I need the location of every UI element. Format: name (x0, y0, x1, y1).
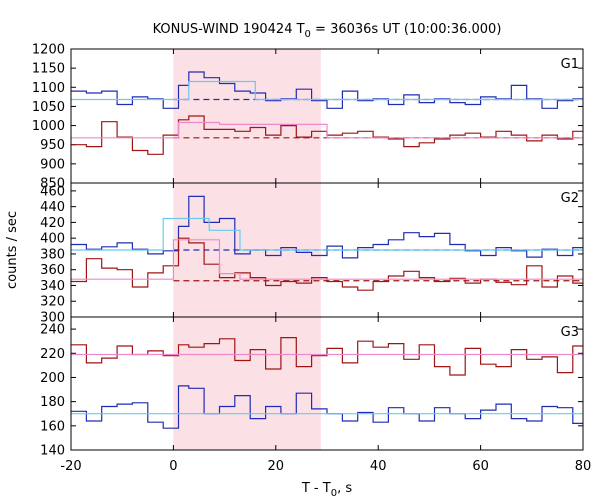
g1-frame (70, 48, 584, 184)
chart-title-subscript: 0 (305, 29, 311, 40)
g1-y-tick-label: 1150 (32, 62, 65, 77)
g1-blue-step-series (71, 71, 583, 109)
g3-panel-label: G3 (561, 325, 579, 340)
g2-lightblue-step-series (71, 217, 583, 251)
g2-y-tick-label: 440 (40, 200, 65, 215)
x-tick-label: 60 (472, 459, 489, 474)
g2-y-tick-label: 340 (40, 279, 65, 294)
g1-y-tick-label: 1000 (32, 119, 65, 134)
g2-y-tick-label: 300 (40, 311, 65, 326)
x-tick-label: 0 (169, 459, 177, 474)
g3-y-tick-label: 200 (40, 371, 65, 386)
g2-y-tick-label: 420 (40, 216, 65, 231)
chart-title-main: KONUS-WIND 190424 T (153, 22, 305, 37)
g3-red-step-series (71, 337, 583, 376)
x-tick-label: -20 (60, 459, 81, 474)
g3-frame (70, 316, 584, 451)
g3-y-tick-label: 220 (40, 347, 65, 362)
x-tick-label: 80 (575, 459, 592, 474)
g3-blue-step-series (71, 385, 583, 429)
x-axis-label-rest: , s (337, 481, 352, 496)
x-axis-label-main: T - T (301, 481, 331, 496)
y-axis-label: counts / sec (5, 211, 20, 289)
g1-pink-step-series (71, 121, 583, 139)
g3-y-tick-label: 140 (40, 444, 65, 459)
g1-y-tick-label: 950 (40, 138, 65, 153)
g3-y-tick-label: 160 (40, 419, 65, 434)
g2-blue-step-series (71, 195, 583, 259)
x-tick-label: 40 (370, 459, 387, 474)
g2-y-tick-label: 380 (40, 247, 65, 262)
x-axis-label-subscript: 0 (331, 488, 337, 499)
g3-y-tick-label: 240 (40, 323, 65, 338)
g2-y-tick-label: 320 (40, 295, 65, 310)
g1-y-tick-label: 1050 (32, 100, 65, 115)
g1-y-tick-label: 900 (40, 157, 65, 172)
g1-y-tick-label: 1200 (32, 43, 65, 58)
x-tick-label: 20 (268, 459, 285, 474)
g1-y-tick-label: 1100 (32, 81, 65, 96)
chart-title: KONUS-WIND 190424 T0 = 36036s UT (10:00:… (153, 22, 502, 40)
g2-y-tick-label: 460 (40, 184, 65, 199)
g1-panel-label: G1 (561, 57, 579, 72)
g2-y-tick-label: 400 (40, 232, 65, 247)
g2-pink-step-series (71, 239, 583, 280)
chart-title-rest: = 36036s UT (10:00:36.000) (311, 22, 501, 37)
panel-g3: 140 160 180 200 220 240 G3 (40, 316, 584, 459)
g1-lightblue-step-series (71, 80, 583, 101)
plot-area: 850 900 950 1000 1050 1100 1150 1200 G1 300320340… (32, 43, 591, 475)
x-axis-label: T - T0, s (301, 481, 352, 499)
g1-y-tick-label: 850 (40, 177, 65, 192)
g3-y-tick-label: 180 (40, 395, 65, 410)
g2-panel-label: G2 (561, 191, 579, 206)
panel-g1: 850 900 950 1000 1050 1100 1150 1200 G1 (32, 43, 584, 192)
g2-y-tick-label: 360 (40, 263, 65, 278)
